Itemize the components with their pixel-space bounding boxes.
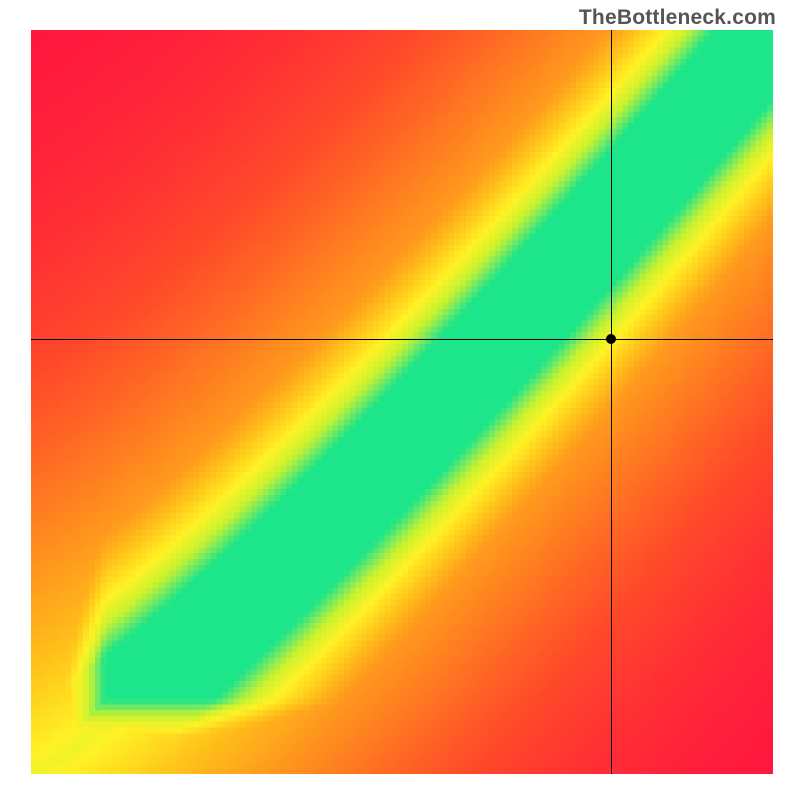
- crosshair-vertical: [611, 30, 612, 774]
- watermark-text: TheBottleneck.com: [579, 6, 776, 30]
- intersection-marker: [606, 334, 616, 344]
- crosshair-horizontal: [31, 339, 773, 340]
- heatmap-plot-area: [31, 30, 773, 774]
- heatmap-canvas: [31, 30, 773, 774]
